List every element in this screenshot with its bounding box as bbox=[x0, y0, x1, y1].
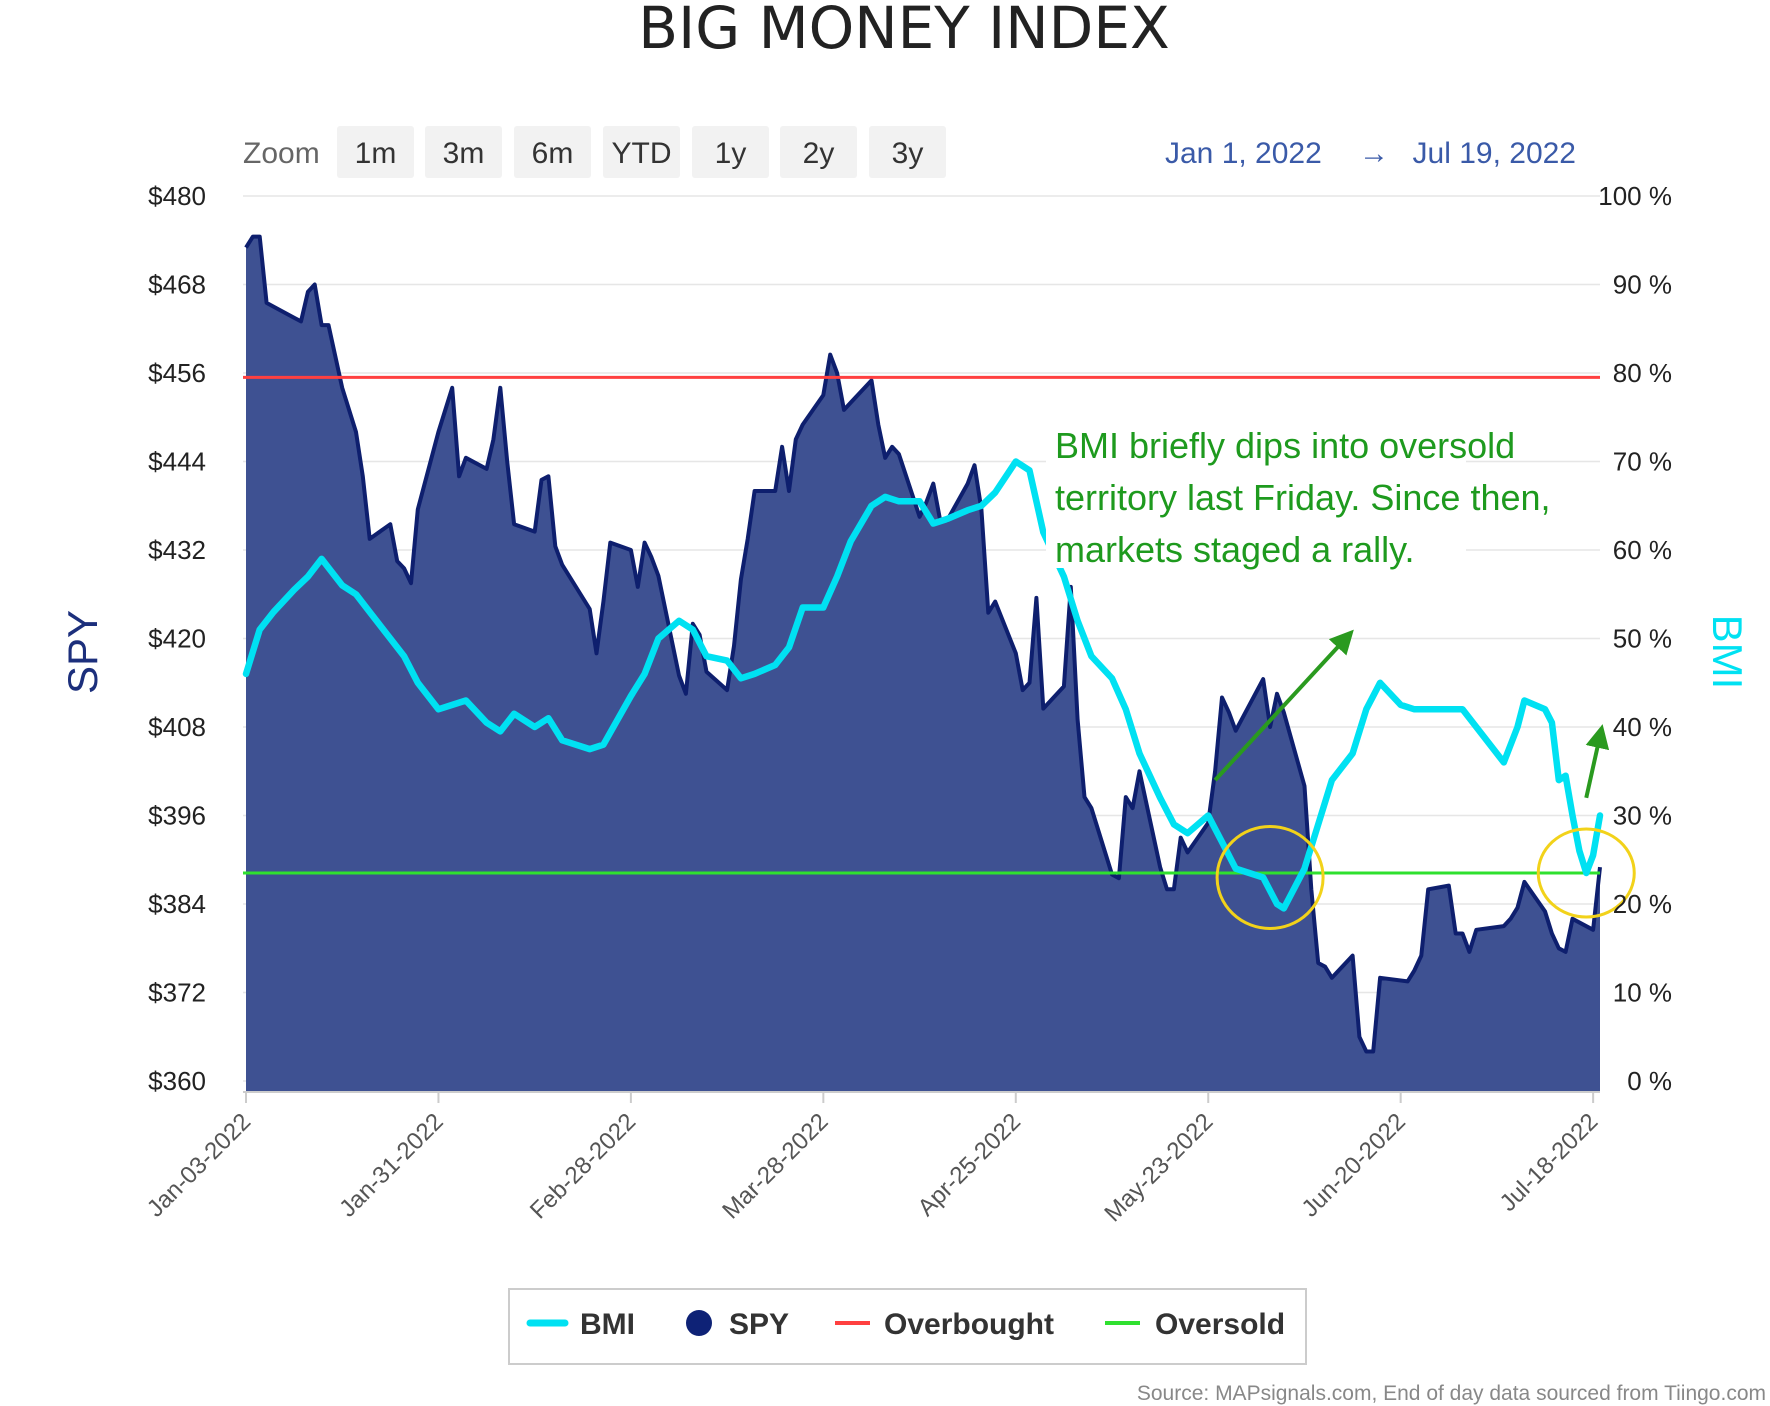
spy-series bbox=[244, 234, 1602, 1093]
legend-item-overbought[interactable]: Overbought bbox=[835, 1308, 1054, 1341]
y-left-tick-label: $420 bbox=[148, 624, 206, 654]
highlight-circle bbox=[1215, 824, 1325, 930]
zoom-button-1y[interactable]: 1y bbox=[692, 126, 769, 178]
y-right-tick-label: 90 % bbox=[1613, 270, 1672, 300]
zoom-button-bg bbox=[337, 126, 414, 178]
legend-spy-swatch bbox=[686, 1310, 712, 1336]
y-left-tick-label: $396 bbox=[148, 801, 206, 831]
y-right-tick-label: 50 % bbox=[1613, 624, 1672, 654]
annotation-line-2: territory last Friday. Since then, bbox=[1055, 477, 1551, 518]
legend-box bbox=[508, 1288, 1307, 1365]
y-right-tick-label: 40 % bbox=[1613, 712, 1672, 742]
zoom-button-bg bbox=[603, 126, 680, 178]
y-left-tick-label: $384 bbox=[148, 889, 206, 919]
zoom-button-3y[interactable]: 3y bbox=[869, 126, 946, 178]
zoom-button-label: 1y bbox=[715, 137, 747, 170]
zoom-button-3m[interactable]: 3m bbox=[425, 126, 502, 178]
legend-spy-label: SPY bbox=[729, 1308, 789, 1341]
y-left-tick-label: $372 bbox=[148, 978, 206, 1008]
annotation-background bbox=[1046, 418, 1466, 568]
x-tick-label: Feb-28-2022 bbox=[525, 1108, 641, 1224]
zoom-button-label: YTD bbox=[612, 137, 672, 170]
bmi-line bbox=[242, 458, 1604, 912]
y-right-axis-title: BMI bbox=[1704, 615, 1751, 690]
y-left-axis-title: SPY bbox=[59, 610, 106, 694]
x-tick-label: Mar-28-2022 bbox=[717, 1108, 833, 1224]
x-tick-label: Jun-20-2022 bbox=[1297, 1108, 1411, 1222]
y-left-tick-label: $360 bbox=[148, 1066, 206, 1096]
bmi-series bbox=[242, 458, 1604, 912]
x-tick-label: Jan-03-2022 bbox=[142, 1108, 256, 1222]
y-right-tick-label: 70 % bbox=[1613, 447, 1672, 477]
legend: BMI SPY Overbought Oversold bbox=[508, 1288, 1307, 1365]
up-arrow-icon bbox=[1584, 724, 1610, 799]
y-left-tick-label: $480 bbox=[148, 181, 206, 211]
legend-item-spy[interactable]: SPY bbox=[686, 1308, 789, 1341]
zoom-button-label: 3y bbox=[892, 137, 924, 170]
legend-oversold-label: Oversold bbox=[1155, 1308, 1285, 1341]
y-right-tick-label: 60 % bbox=[1613, 535, 1672, 565]
zoom-button-bg bbox=[692, 126, 769, 178]
zoom-button-bg bbox=[425, 126, 502, 178]
y-right-tick-label: 0 % bbox=[1627, 1066, 1672, 1096]
zoom-button-bg bbox=[514, 126, 591, 178]
zoom-button-bg bbox=[780, 126, 857, 178]
y-left-tick-label: $444 bbox=[148, 447, 206, 477]
legend-item-bmi[interactable]: BMI bbox=[526, 1308, 635, 1341]
x-tick-label: Jul-18-2022 bbox=[1495, 1108, 1604, 1217]
x-tick-label: Apr-25-2022 bbox=[913, 1108, 1026, 1221]
highlight-circle bbox=[1536, 827, 1636, 919]
y-left-tick-label: $408 bbox=[148, 712, 206, 742]
zoom-button-bg bbox=[869, 126, 946, 178]
y-left-tick-label: $456 bbox=[148, 358, 206, 388]
y-right-tick-label: 10 % bbox=[1613, 978, 1672, 1008]
legend-bmi-label: BMI bbox=[580, 1308, 635, 1341]
zoom-buttons: 1m 3m 6m YTD 1y 2y 3y bbox=[337, 126, 946, 178]
spy-area-fill bbox=[246, 236, 1600, 1093]
legend-item-oversold[interactable]: Oversold bbox=[1105, 1308, 1285, 1341]
range-to[interactable]: Jul 19, 2022 bbox=[1413, 137, 1576, 170]
y-right-tick-label: 80 % bbox=[1613, 358, 1672, 388]
x-tick-label: Jan-31-2022 bbox=[334, 1108, 448, 1222]
zoom-button-label: 3m bbox=[443, 137, 485, 170]
zoom-button-2y[interactable]: 2y bbox=[780, 126, 857, 178]
source-credit: Source: MAPsignals.com, End of day data … bbox=[1137, 1382, 1766, 1405]
y-left-tick-label: $432 bbox=[148, 535, 206, 565]
zoom-button-label: 6m bbox=[532, 137, 574, 170]
x-tick-label: May-23-2022 bbox=[1099, 1108, 1218, 1227]
zoom-button-6m[interactable]: 6m bbox=[514, 126, 591, 178]
zoom-button-ytd[interactable]: YTD bbox=[603, 126, 680, 178]
legend-overbought-label: Overbought bbox=[884, 1308, 1054, 1341]
up-arrow-icon bbox=[1213, 629, 1354, 782]
zoom-button-1m[interactable]: 1m bbox=[337, 126, 414, 178]
y-left-tick-label: $468 bbox=[148, 270, 206, 300]
y-right-tick-label: 30 % bbox=[1613, 801, 1672, 831]
highlight-marks bbox=[1213, 629, 1636, 930]
chart-title: BIG MONEY INDEX bbox=[638, 0, 1169, 62]
zoom-label: Zoom bbox=[243, 137, 320, 170]
zoom-button-label: 1m bbox=[355, 137, 397, 170]
annotation-line-1: BMI briefly dips into oversold bbox=[1055, 425, 1515, 466]
spy-line bbox=[244, 234, 1602, 1054]
zoom-button-label: 2y bbox=[803, 137, 835, 170]
y-right-tick-label: 20 % bbox=[1613, 889, 1672, 919]
threshold-lines bbox=[243, 375, 1600, 875]
range-arrow-icon: → bbox=[1359, 137, 1389, 170]
annotation-line-3: markets staged a rally. bbox=[1055, 529, 1414, 570]
y-right-tick-label: 100 % bbox=[1598, 181, 1672, 211]
range-from[interactable]: Jan 1, 2022 bbox=[1165, 137, 1322, 170]
